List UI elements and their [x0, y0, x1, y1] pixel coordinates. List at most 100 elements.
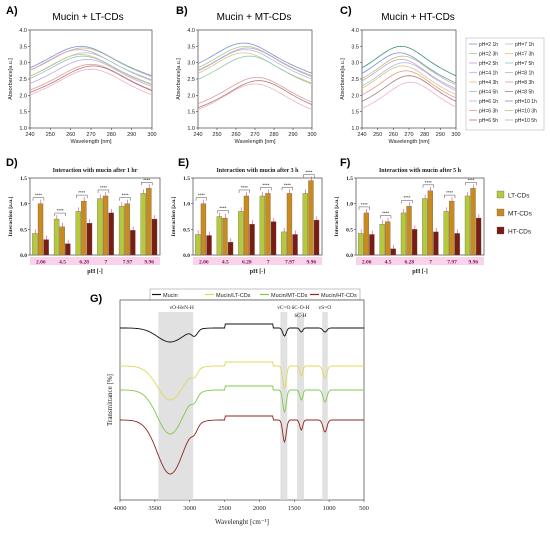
y-tick-label: 0.5: [20, 227, 27, 233]
bar-lt-cds: [97, 198, 103, 256]
legend-item: pH=8 1h: [515, 71, 534, 77]
significance-stars: ****: [446, 190, 453, 195]
y-tick-label: 0.0: [183, 253, 190, 259]
x-axis-label: pH [-]: [87, 269, 103, 275]
significance-bracket: [444, 194, 456, 199]
x-tick-label: 260: [389, 132, 398, 138]
legend-swatch-mt-cds: [496, 208, 505, 217]
band-label: νC=O: [277, 305, 290, 311]
bar-mt-cds: [427, 190, 433, 256]
x-tick-label: 240: [357, 132, 366, 138]
bar-chart-d: Interaction with mucin after 1 hr 0.0 0.5 1…: [8, 168, 161, 275]
panel-a-letter: A): [6, 5, 18, 17]
plot-frame: [355, 177, 485, 256]
significance-stars: ****: [284, 182, 291, 187]
legend-item: pH=4 1h: [479, 71, 498, 77]
significance-bracket: [54, 212, 66, 217]
legend-swatch-ht-cds: [496, 226, 505, 235]
x-tick-label: 280: [420, 132, 429, 138]
legend-item: pH=2 1h: [479, 42, 498, 48]
category-label: 4.5: [59, 260, 66, 266]
significance-bracket: [281, 187, 293, 191]
x-tick-label: 290: [127, 132, 136, 138]
significance-stars: ****: [241, 185, 248, 190]
y-tick-label: 3.5: [351, 44, 359, 50]
bar-ht-cds: [433, 231, 439, 256]
bar-lt-cds: [53, 218, 60, 256]
y-tick-label: 2.0: [187, 93, 195, 99]
spectrum-line-4: [29, 54, 153, 85]
bar-lt-cds: [302, 193, 309, 256]
bar-mt-cds: [124, 203, 130, 256]
category-strip: [30, 257, 160, 265]
category-label: 6.28: [79, 260, 89, 266]
bar-ht-cds: [249, 224, 255, 256]
significance-stars: ****: [57, 208, 64, 213]
bar-lt-cds: [118, 206, 125, 256]
spectrum-line-0: [29, 45, 153, 77]
legend-item: pH=10 3h: [515, 109, 537, 115]
y-tick-label: 3.0: [187, 61, 195, 67]
legend-item: pH=6 3h: [479, 109, 498, 115]
y-tick-label: 2.5: [19, 77, 27, 83]
spectrum-line-3: [29, 52, 153, 82]
y-tick-label: 2.0: [19, 93, 27, 99]
bar-lt-cds: [140, 193, 146, 256]
y-axis-label: Transmittance [%]: [106, 374, 114, 426]
y-tick-label: 1.5: [187, 110, 195, 116]
significance-stars: ****: [467, 177, 474, 182]
significance-bracket: [141, 182, 153, 186]
spectrum-chart-b: 1.0 1.5 2.0 2.5 3.0 3.5 4.0 240 250 260 270 280 290 3…: [176, 28, 317, 145]
spectrum-line-3: [361, 58, 457, 90]
significance-bracket: [76, 194, 88, 199]
x-tick-label: 280: [107, 132, 116, 138]
x-tick-label: 300: [451, 132, 460, 138]
bar-lt-cds: [259, 195, 266, 256]
y-tick-label: 3.5: [187, 44, 195, 50]
spectrum-line-2: [29, 49, 153, 81]
bar-ht-cds: [475, 217, 482, 256]
category-label: 7: [104, 260, 107, 266]
bar-ht-cds: [313, 219, 320, 256]
bar-lt-cds: [75, 211, 81, 256]
legend-item: pH=7 1h: [515, 42, 534, 48]
y-tick-label: 1.5: [19, 110, 27, 116]
bar-mt-cds: [243, 195, 250, 256]
significance-bracket: [380, 215, 392, 219]
category-label: 7: [429, 260, 432, 266]
significance-bracket: [195, 197, 207, 201]
legend-item: pH=7 5h: [515, 61, 534, 67]
category-label: 7.97: [447, 260, 457, 266]
legend-item: pH=10 1h: [515, 99, 537, 105]
spectrum-line-6: [361, 70, 457, 99]
y-axis-label: Interaction [a.u.]: [334, 196, 340, 236]
category-label: 2.06: [199, 260, 209, 266]
legend-item: LT-CDs: [508, 193, 530, 200]
y-tick-label: 4.0: [187, 28, 195, 34]
bar-lt-cds: [195, 234, 201, 256]
significance-stars: ****: [35, 193, 42, 198]
significance-stars: ****: [78, 190, 85, 195]
y-tick-label: 1.5: [346, 176, 353, 182]
ftir-chart-g: Mucin Mucin/LT-CDs Mucin/MT-CDs Mucin/HT-CD…: [106, 288, 369, 526]
significance-bracket: [401, 200, 413, 204]
y-tick-label: 0.5: [183, 227, 190, 233]
category-strip: [356, 257, 484, 265]
bar-mt-cds: [286, 193, 293, 256]
y-tick-label: 3.0: [351, 61, 359, 67]
category-strip: [193, 257, 322, 265]
y-tick-label: 0.5: [346, 227, 353, 233]
y-tick-label: 3.5: [19, 44, 27, 50]
category-label: 9.96: [469, 260, 479, 266]
x-tick-label: 1000: [323, 505, 336, 512]
ftir-line-0: [120, 323, 364, 343]
bar-mt-cds: [81, 200, 87, 256]
panel-f-letter: F): [340, 157, 351, 169]
y-axis-label: Absorbance[a.u.]: [8, 58, 14, 100]
bar-ht-cds: [369, 234, 375, 256]
category-label: 9.96: [144, 260, 154, 266]
panel-a-title: Mucin + LT-CDs: [52, 12, 123, 23]
y-tick-label: 1.0: [187, 126, 195, 132]
band-label-2: νN-H: [182, 305, 194, 311]
significance-stars: ****: [122, 193, 129, 198]
